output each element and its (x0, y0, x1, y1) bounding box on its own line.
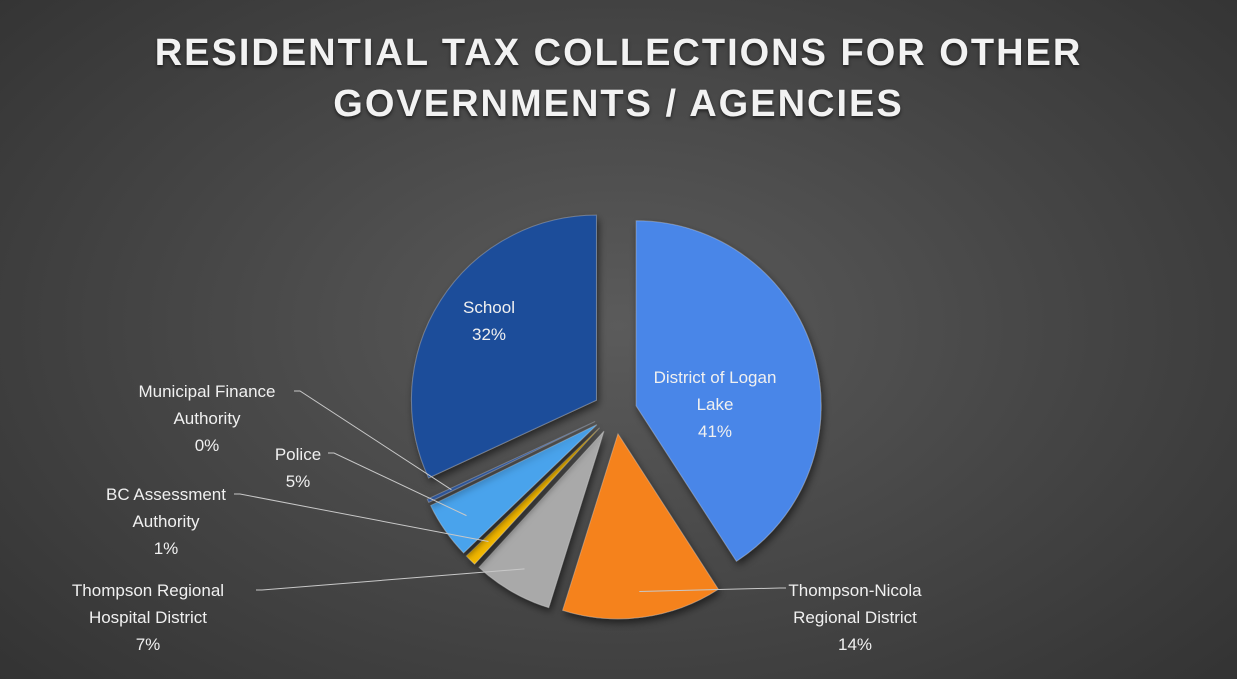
slice-label-police: Police 5% (275, 445, 321, 491)
slice-percent-tnrd: 14% (838, 635, 872, 654)
slice-percent-logan: 41% (698, 422, 732, 441)
slice-label-line-bca-1: Authority (132, 512, 200, 531)
leader-line-mfa (294, 390, 452, 491)
slice-label-school: School 32% (463, 298, 515, 344)
pie-slice-bca (465, 427, 600, 565)
leader-line-bca (234, 493, 489, 543)
leader-line-police (328, 452, 467, 517)
slice-label-bca: BC Assessment Authority 1% (106, 485, 226, 558)
slice-label-mfa: Municipal Finance Authority 0% (138, 382, 275, 455)
pie-slices (410, 214, 822, 620)
pie-slice-hospital (478, 430, 605, 609)
slice-label-line-mfa-1: Authority (173, 409, 241, 428)
pie-slice-police (429, 424, 598, 554)
slice-percent-mfa: 0% (195, 436, 220, 455)
slice-label-hospital: Thompson Regional Hospital District 7% (72, 581, 224, 654)
pie-slice-school (410, 214, 597, 479)
slice-percent-police: 5% (286, 472, 311, 491)
leader-line-hospital (256, 568, 525, 591)
chart-title-line-2: GOVERNMENTS / AGENCIES (333, 82, 904, 125)
slice-label-line-police-0: Police (275, 445, 321, 464)
slice-label-line-tnrd-0: Thompson-Nicola (788, 581, 922, 600)
slice-percent-bca: 1% (154, 539, 179, 558)
slice-label-tnrd: Thompson-Nicola Regional District 14% (788, 581, 922, 654)
chart-title-line-1: RESIDENTIAL TAX COLLECTIONS FOR OTHER (154, 32, 1083, 74)
slice-label-line-mfa-0: Municipal Finance (138, 382, 275, 401)
slice-percent-school: 32% (472, 325, 506, 344)
slice-label-line-hospital-1: Hospital District (89, 608, 207, 627)
slice-label-line-logan-1: Lake (697, 395, 734, 414)
slice-label-line-logan-0: District of Logan (654, 368, 777, 387)
slice-label-line-tnrd-1: Regional District (793, 608, 917, 627)
pie-slice-logan (635, 220, 822, 562)
slice-label-logan: District of Logan Lake 41% (654, 368, 777, 441)
pie-slice-tnrd (561, 432, 719, 620)
slice-label-line-bca-0: BC Assessment (106, 485, 226, 504)
leader-line-tnrd (639, 587, 786, 592)
slice-labels: District of Logan Lake 41% Thompson-Nicola R… (72, 298, 922, 654)
pie-slice-mfa (426, 420, 596, 504)
chart-title: RESIDENTIAL TAX COLLECTIONS FOR OTHER GO… (0, 28, 1237, 130)
slice-label-line-hospital-0: Thompson Regional (72, 581, 224, 600)
slice-label-line-school-0: School (463, 298, 515, 317)
slice-percent-hospital: 7% (136, 635, 161, 654)
leader-lines (234, 390, 786, 592)
